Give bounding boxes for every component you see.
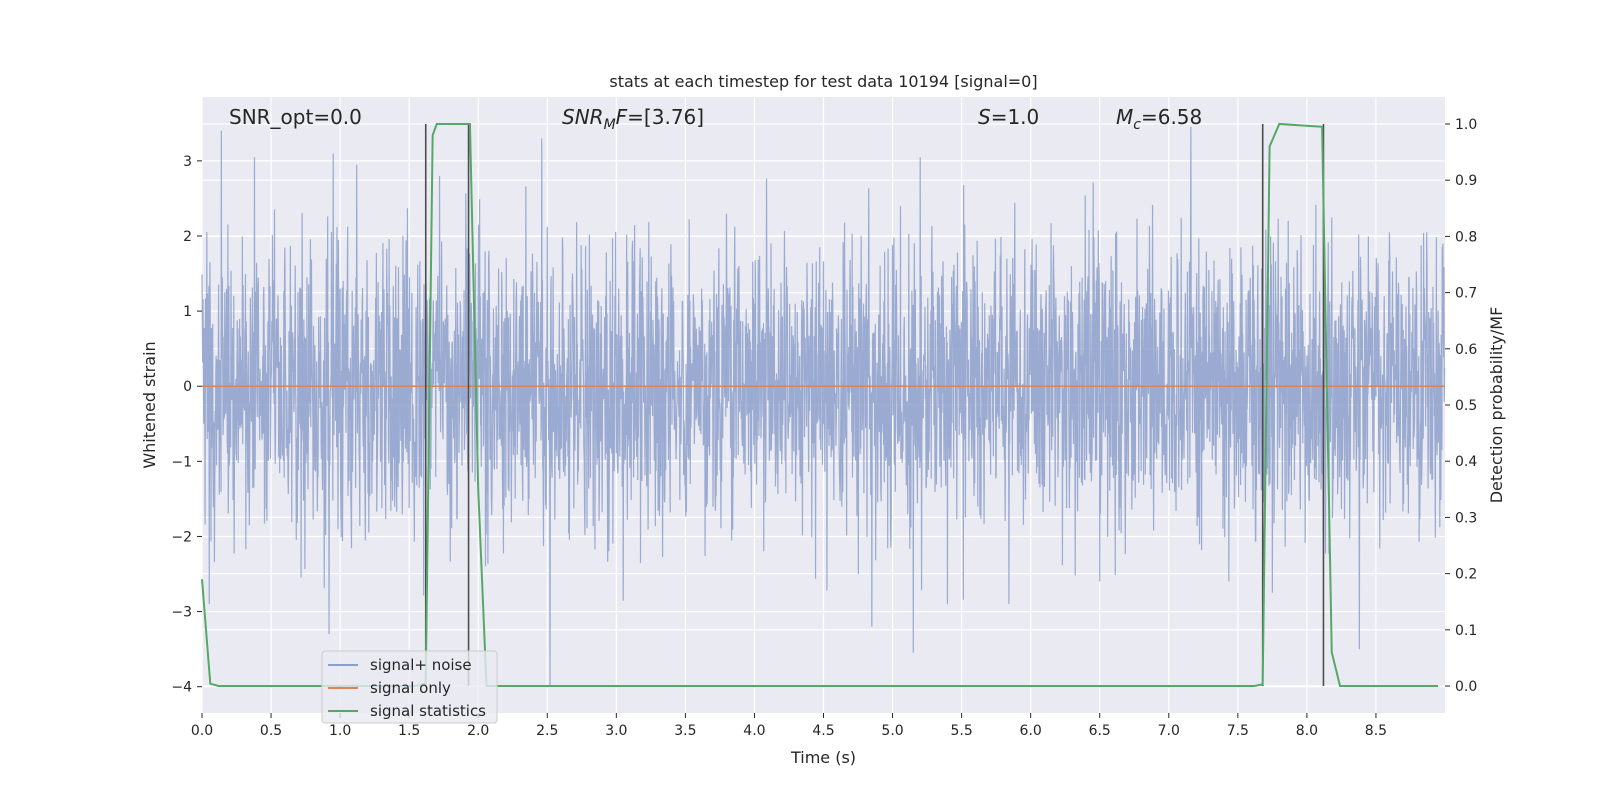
y-right-tick-label: 0.2 bbox=[1455, 567, 1477, 583]
legend-label-signal-noise: signal+ noise bbox=[370, 656, 472, 674]
y-right-tick-label: 0.4 bbox=[1455, 454, 1477, 470]
y-tick-label: 0 bbox=[183, 379, 192, 395]
y-right-tick-label: 0.1 bbox=[1455, 623, 1477, 639]
s-label: S bbox=[978, 105, 991, 129]
snr-mf-prefix: SNR bbox=[562, 105, 604, 129]
y-right-tick-label: 0.7 bbox=[1455, 286, 1477, 302]
y-right-tick-label: 0.0 bbox=[1455, 679, 1477, 695]
y-right-tick-label: 1.0 bbox=[1455, 117, 1477, 133]
ticks: 0.0 0.5 1.0 1.5 2.0 2.5 3.0 3.5 4.0 4.5 5.0 5.5 6.0 6… bbox=[171, 117, 1477, 739]
x-tick-label: 6.5 bbox=[1089, 723, 1111, 739]
x-tick-label: 8.5 bbox=[1365, 723, 1387, 739]
s-value: =1.0 bbox=[991, 105, 1040, 129]
x-tick-label: 6.0 bbox=[1020, 723, 1042, 739]
annotation-snr-mf: SNRMF=[3.76] bbox=[562, 105, 704, 133]
y-axis-label: Whitened strain bbox=[140, 341, 159, 468]
x-tick-label: 3.5 bbox=[674, 723, 696, 739]
x-tick-label: 7.0 bbox=[1158, 723, 1180, 739]
y-right-tick-label: 0.5 bbox=[1455, 398, 1477, 414]
y-right-tick-label: 0.8 bbox=[1455, 229, 1477, 245]
x-axis-label: Time (s) bbox=[790, 748, 856, 767]
y-axis-right-label: Detection probability/MF bbox=[1487, 307, 1506, 504]
chart-title: stats at each timestep for test data 101… bbox=[609, 72, 1037, 91]
x-tick-label: 0.5 bbox=[260, 723, 282, 739]
noise-series bbox=[201, 127, 1446, 687]
y-tick-label: −2 bbox=[171, 529, 192, 545]
snr-mf-suffix: F bbox=[616, 105, 628, 129]
y-right-tick-label: 0.6 bbox=[1455, 342, 1477, 358]
mc-value: =6.58 bbox=[1141, 105, 1202, 129]
annotation-chirp-mass: Mc=6.58 bbox=[1116, 105, 1202, 133]
legend: signal+ noise signal only signal statist… bbox=[321, 650, 498, 724]
y-tick-label: 3 bbox=[183, 154, 192, 170]
mc-subscript: c bbox=[1133, 117, 1141, 133]
x-tick-label: 2.5 bbox=[536, 723, 558, 739]
x-tick-label: 1.0 bbox=[329, 723, 351, 739]
x-tick-label: 0.0 bbox=[191, 723, 213, 739]
annotation-snr-opt: SNR_opt=0.0 bbox=[229, 105, 362, 129]
y-tick-label: −3 bbox=[171, 605, 192, 621]
legend-label-signal-only: signal only bbox=[370, 679, 451, 697]
x-tick-label: 3.0 bbox=[605, 723, 627, 739]
snr-mf-subscript: M bbox=[604, 117, 616, 133]
legend-box bbox=[321, 650, 498, 724]
snr-mf-value: =[3.76] bbox=[627, 105, 704, 129]
series-signal-noise bbox=[201, 127, 1446, 687]
annotation-s-stat: S=1.0 bbox=[978, 105, 1039, 129]
y-right-tick-label: 0.3 bbox=[1455, 510, 1477, 526]
x-tick-label: 5.0 bbox=[881, 723, 903, 739]
x-tick-label: 2.0 bbox=[467, 723, 489, 739]
legend-label-signal-statistics: signal statistics bbox=[370, 702, 486, 720]
x-tick-label: 4.0 bbox=[743, 723, 765, 739]
x-tick-label: 4.5 bbox=[812, 723, 834, 739]
y-tick-label: 2 bbox=[183, 229, 192, 245]
mc-label: M bbox=[1116, 105, 1133, 129]
y-tick-label: −1 bbox=[171, 454, 192, 470]
y-right-tick-label: 0.9 bbox=[1455, 173, 1477, 189]
x-tick-label: 7.5 bbox=[1227, 723, 1249, 739]
y-tick-label: 1 bbox=[183, 304, 192, 320]
x-tick-label: 1.5 bbox=[398, 723, 420, 739]
x-tick-label: 8.0 bbox=[1296, 723, 1318, 739]
x-tick-label: 5.5 bbox=[950, 723, 972, 739]
y-tick-label: −4 bbox=[171, 680, 192, 696]
